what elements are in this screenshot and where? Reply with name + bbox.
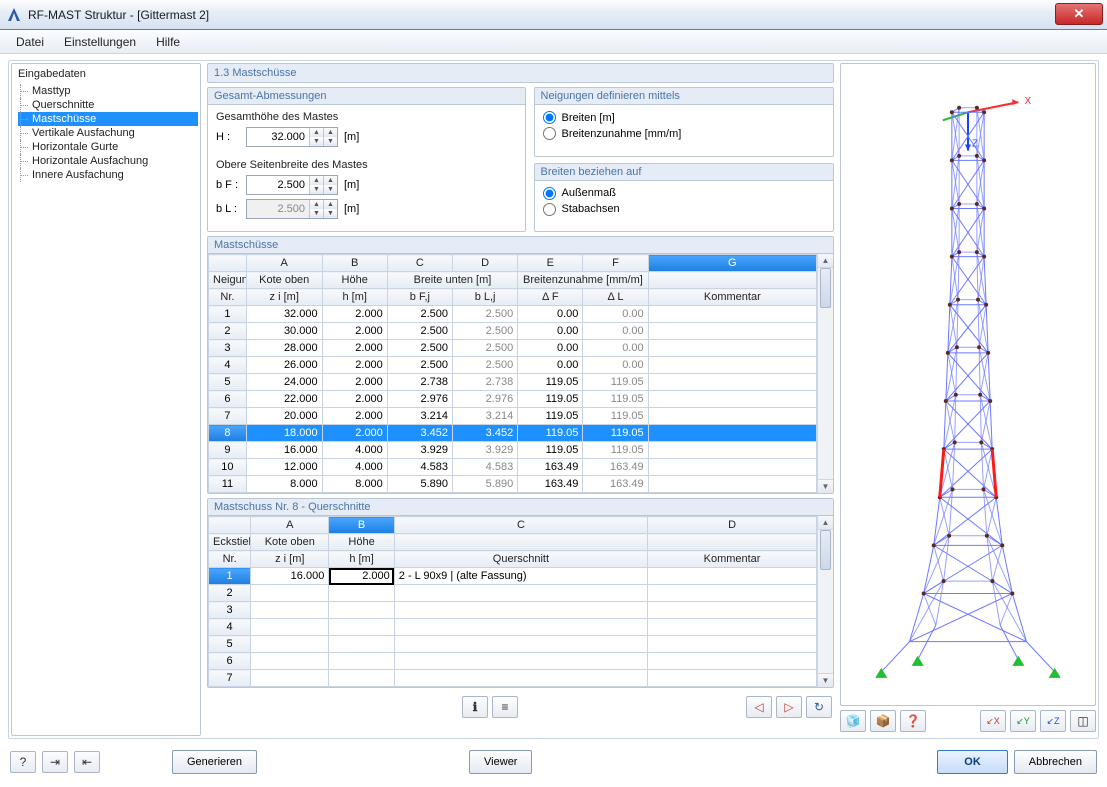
footer: ? ⇥ ⇤ Generieren Viewer OK Abbrechen	[8, 739, 1099, 779]
nav-item[interactable]: Innere Ausfachung	[18, 168, 198, 182]
bl-spinner: ▲▼	[309, 200, 323, 218]
bf-spinner[interactable]: ▲▼	[309, 176, 323, 194]
titlebar: RF-MAST Struktur - [Gittermast 2] ✕	[0, 0, 1107, 30]
bl-input	[247, 200, 309, 218]
nav-title: Eingabedaten	[14, 66, 198, 82]
menu-help[interactable]: Hilfe	[146, 33, 190, 51]
nav-item[interactable]: Horizontale Gurte	[18, 140, 198, 154]
top-width-label: Obere Seitenbreite des Mastes	[216, 159, 517, 171]
generate-button[interactable]: Generieren	[172, 750, 257, 774]
menubar: Datei Einstellungen Hilfe	[0, 30, 1107, 54]
help-button[interactable]: ?	[10, 751, 36, 773]
dimensions-group: Gesamt-Abmessungen Gesamthöhe des Mastes…	[207, 87, 526, 232]
h-unit: [m]	[344, 131, 359, 143]
bl-input-wrap: ▲▼ ▲▼	[246, 199, 338, 219]
view-btn-3[interactable]: ❓	[900, 710, 926, 732]
menu-file[interactable]: Datei	[6, 33, 54, 51]
view-btn-2[interactable]: 📦	[870, 710, 896, 732]
viewer-toolbar: 🧊 📦 ❓ ↙X ↙Y ↙Z ◫	[840, 706, 1096, 736]
nav-item[interactable]: Horizontale Ausfachung	[18, 154, 198, 168]
bf-var: b F :	[216, 179, 240, 191]
radio-widths[interactable]: Breiten [m]	[543, 111, 826, 124]
view-y[interactable]: ↙Y	[1010, 710, 1036, 732]
app-icon	[6, 7, 22, 23]
grid2-title: Mastschuss Nr. 8 - Querschnitte	[208, 499, 833, 516]
grid1-title: Mastschüsse	[208, 237, 833, 254]
width-ref-legend: Breiten beziehen auf	[535, 164, 834, 181]
mastschuesse-grid: Mastschüsse ABCDEFGNeigungKote obenHöheB…	[207, 236, 834, 494]
menu-settings[interactable]: Einstellungen	[54, 33, 146, 51]
inclination-def-group: Neigungen definieren mittels Breiten [m]…	[534, 87, 835, 157]
dimensions-legend: Gesamt-Abmessungen	[208, 88, 525, 105]
bl-var: b L :	[216, 203, 240, 215]
width-ref-group: Breiten beziehen auf Außenmaß Stabachsen	[534, 163, 835, 233]
bf-input-wrap: ▲▼ ▲▼	[246, 175, 338, 195]
nav-item[interactable]: Masttyp	[18, 84, 198, 98]
grid2-scrollbar[interactable]: ▲▼	[817, 516, 833, 687]
view-iso[interactable]: ◫	[1070, 710, 1096, 732]
h-spinner[interactable]: ▲▼	[309, 128, 323, 146]
bl-unit: [m]	[344, 203, 359, 215]
nav-item[interactable]: Vertikale Ausfachung	[18, 126, 198, 140]
nav-tree: Eingabedaten MasttypQuerschnitteMastschü…	[11, 63, 201, 736]
window-title: RF-MAST Struktur - [Gittermast 2]	[28, 8, 209, 22]
view-btn-1[interactable]: 🧊	[840, 710, 866, 732]
grid1-scrollbar[interactable]: ▲▼	[817, 254, 833, 493]
window-close-button[interactable]: ✕	[1055, 3, 1103, 25]
h-input-wrap: ▲▼ ▲▼	[246, 127, 338, 147]
section-title: 1.3 Mastschüsse	[207, 63, 834, 83]
nav-item[interactable]: Mastschüsse	[18, 112, 198, 126]
export-button[interactable]: ⇤	[74, 751, 100, 773]
h-var: H :	[216, 131, 240, 143]
3d-viewer[interactable]: XZ	[840, 63, 1096, 706]
list-button[interactable]: ≡	[492, 696, 518, 718]
view-x[interactable]: ↙X	[980, 710, 1006, 732]
nav-item[interactable]: Querschnitte	[18, 98, 198, 112]
radio-member-axes[interactable]: Stabachsen	[543, 203, 826, 216]
h-spinner2[interactable]: ▲▼	[323, 128, 337, 146]
next-button[interactable]: ▷	[776, 696, 802, 718]
grid-toolbar: ℹ ≡ ◁ ▷ ↻	[207, 692, 834, 722]
bf-input[interactable]	[247, 176, 309, 194]
prev-button[interactable]: ◁	[746, 696, 772, 718]
import-button[interactable]: ⇥	[42, 751, 68, 773]
inclination-legend: Neigungen definieren mittels	[535, 88, 834, 105]
radio-increment[interactable]: Breitenzunahme [mm/m]	[543, 127, 826, 140]
radio-outer[interactable]: Außenmaß	[543, 187, 826, 200]
info-button[interactable]: ℹ	[462, 696, 488, 718]
bf-spinner2[interactable]: ▲▼	[323, 176, 337, 194]
ok-button[interactable]: OK	[937, 750, 1008, 774]
h-input[interactable]	[247, 128, 309, 146]
view-z[interactable]: ↙Z	[1040, 710, 1066, 732]
viewer-button[interactable]: Viewer	[469, 750, 532, 774]
bf-unit: [m]	[344, 179, 359, 191]
svg-text:X: X	[1024, 96, 1031, 107]
querschnitte-grid: Mastschuss Nr. 8 - Querschnitte ABCDEcks…	[207, 498, 834, 688]
total-height-label: Gesamthöhe des Mastes	[216, 111, 517, 123]
cancel-button[interactable]: Abbrechen	[1014, 750, 1097, 774]
refresh-button[interactable]: ↻	[806, 696, 832, 718]
bl-spinner2: ▲▼	[323, 200, 337, 218]
